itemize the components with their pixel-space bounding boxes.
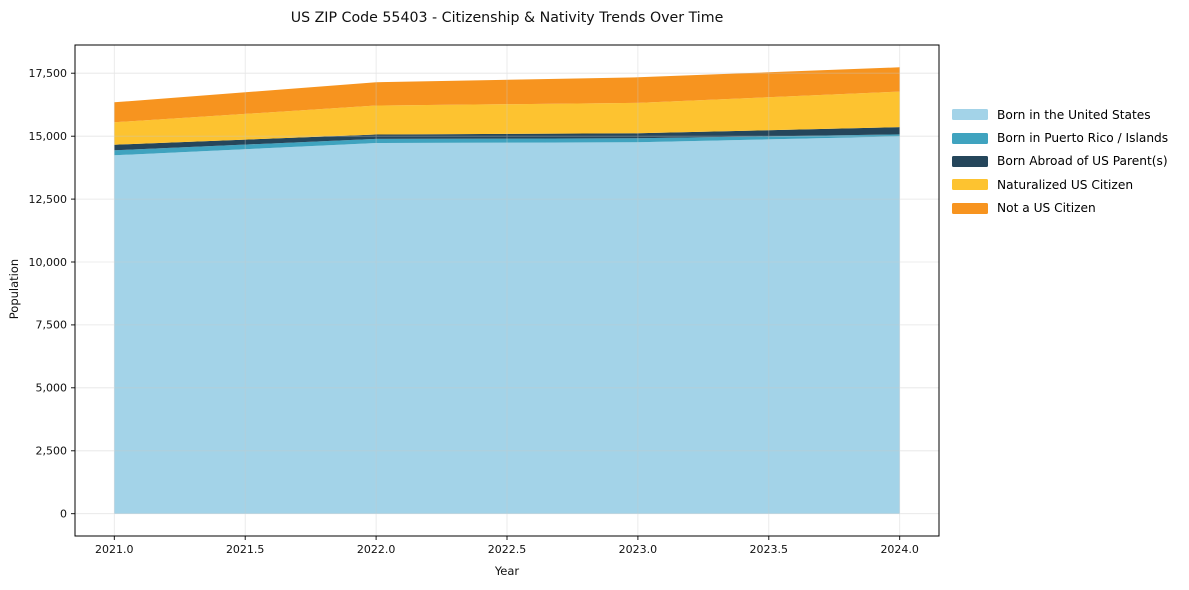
area-series-group xyxy=(114,67,900,514)
area-naturalized-us-citizen xyxy=(114,91,900,145)
chart-title: US ZIP Code 55403 - Citizenship & Nativi… xyxy=(290,10,724,26)
x-tick-label: 2023.0 xyxy=(619,543,658,556)
x-tick-label: 2021.0 xyxy=(95,543,134,556)
y-tick-label: 17,500 xyxy=(29,67,68,80)
area-born-in-puerto-rico-islands xyxy=(114,134,900,156)
y-tick-label: 12,500 xyxy=(29,193,68,206)
y-tick-label: 5,000 xyxy=(36,382,68,395)
x-tick-label: 2022.0 xyxy=(357,543,396,556)
area-born-in-the-united-states xyxy=(114,136,900,514)
area-born-abroad-of-us-parent-s xyxy=(114,127,900,151)
legend-entry: Not a US Citizen xyxy=(952,197,1168,220)
legend-entry: Born Abroad of US Parent(s) xyxy=(952,150,1168,173)
legend-label: Born in Puerto Rico / Islands xyxy=(997,131,1169,146)
tick-labels: 0 2,500 5,000 7,500 10,000 12,500 15,000 17,500… xyxy=(29,67,919,556)
legend: Born in the United States Born in Puerto… xyxy=(952,103,1168,220)
legend-swatch-born-in-puerto-rico-islands xyxy=(952,132,988,144)
legend-label: Born Abroad of US Parent(s) xyxy=(997,154,1168,169)
legend-entry: Born in the United States xyxy=(952,103,1168,126)
x-tick-label: 2022.5 xyxy=(488,543,527,556)
legend-entry: Born in Puerto Rico / Islands xyxy=(952,126,1168,149)
legend-label: Not a US Citizen xyxy=(997,201,1096,216)
x-tick-label: 2023.5 xyxy=(750,543,789,556)
x-tick-label: 2024.0 xyxy=(880,543,919,556)
legend-label: Naturalized US Citizen xyxy=(997,177,1134,192)
legend-swatch-not-a-us-citizen xyxy=(952,202,988,214)
y-tick-label: 2,500 xyxy=(36,445,68,458)
legend-swatch-naturalized-us-citizen xyxy=(952,179,988,191)
grid-lines xyxy=(75,45,939,536)
y-tick-label: 10,000 xyxy=(29,256,68,269)
legend-swatch-born-in-the-united-states xyxy=(952,109,988,121)
axis-ticks xyxy=(71,72,901,540)
legend-swatch-born-abroad-of-us-parents xyxy=(952,155,988,167)
y-tick-label: 15,000 xyxy=(29,130,68,143)
y-tick-label: 7,500 xyxy=(36,319,68,332)
legend-label: Born in the United States xyxy=(997,107,1151,122)
y-tick-label: 0 xyxy=(60,508,67,521)
y-axis-label: Population xyxy=(7,258,21,320)
x-tick-label: 2021.5 xyxy=(226,543,265,556)
area-not-a-us-citizen xyxy=(114,67,900,123)
x-axis-label: Year xyxy=(494,564,520,578)
legend-entry: Naturalized US Citizen xyxy=(952,173,1168,196)
